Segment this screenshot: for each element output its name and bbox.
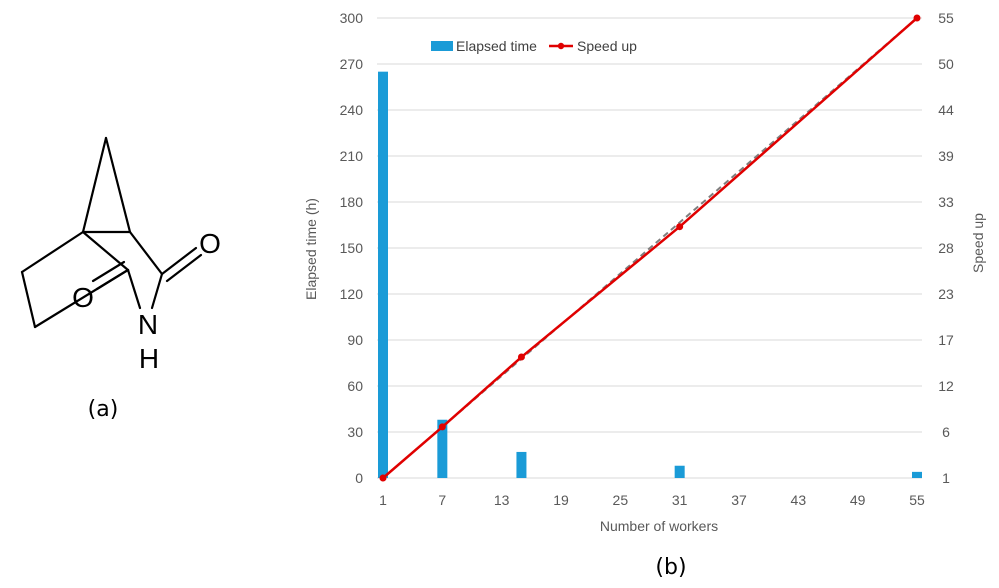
x-tick-label: 43 [791,492,807,508]
legend-speedup-label: Speed up [577,38,637,54]
atom-oxygen-top: O [199,228,221,259]
x-tick-label: 37 [731,492,747,508]
y-left-tick-label: 240 [340,102,364,118]
x-tick-label: 19 [553,492,569,508]
bond [126,268,142,310]
speedup-chart: 1 7 13 19 25 31 37 43 49 55 030609012015018021024… [303,10,986,534]
speedup-point-31 [676,223,684,231]
bond [20,230,85,274]
trendline [382,17,918,479]
y-right-tick-label: 28 [938,240,954,256]
bond [160,246,198,276]
legend-elapsed-label: Elapsed time [456,38,537,54]
speedup-point-1 [379,474,387,482]
y-left-tick-label: 210 [340,148,364,164]
y-left-tick-label: 150 [340,240,364,256]
legend-elapsed-swatch [431,41,453,51]
bar-elapsed-1 [378,71,388,479]
y-right-axis-ticks: 1 6 12 17 23 28 33 39 44 50 55 [938,10,954,486]
speedup-point-55 [913,14,921,22]
atom-nitrogen: N [138,309,158,340]
y-left-tick-label: 0 [355,470,363,486]
x-tick-label: 49 [850,492,866,508]
bond [128,230,164,276]
speedup-point-7 [438,423,446,431]
speedup-point-15 [517,353,525,361]
panel-b-label: (b) [655,555,686,580]
bars [378,71,922,479]
legend-speedup-marker [557,42,565,50]
bond [91,260,126,283]
speedup-line [379,14,921,482]
y-right-tick-label: 44 [938,102,954,118]
x-axis-ticks: 1 7 13 19 25 31 37 43 49 55 [379,492,925,508]
atom-oxygen-left: O [72,282,94,313]
x-tick-label: 25 [613,492,629,508]
x-tick-label: 55 [909,492,925,508]
x-tick-label: 13 [494,492,510,508]
bond [150,272,164,310]
y-right-tick-label: 6 [942,424,950,440]
x-axis-title: Number of workers [600,518,718,534]
x-tick-label: 31 [672,492,688,508]
bar-elapsed-15 [516,451,527,478]
atom-hydrogen: H [139,343,159,374]
bar-elapsed-31 [674,465,685,478]
y-right-tick-label: 50 [938,56,954,72]
bond [104,136,132,234]
y-left-axis-title: Elapsed time (h) [303,198,319,300]
y-left-tick-label: 120 [340,286,364,302]
legend: Elapsed time Speed up [431,38,637,54]
y-left-axis-ticks: 0 30 60 90 120 150 180 210 240 270 300 [340,10,364,486]
y-right-axis-title: Speed up [970,213,986,273]
bond [95,268,130,291]
y-right-tick-label: 1 [942,470,950,486]
x-tick-label: 7 [438,492,446,508]
y-left-tick-label: 270 [340,56,364,72]
y-right-tick-label: 39 [938,148,954,164]
x-tick-label: 1 [379,492,387,508]
y-left-tick-label: 60 [347,378,363,394]
y-left-tick-label: 90 [347,332,363,348]
bond [165,253,203,283]
y-right-tick-label: 23 [938,286,954,302]
bar-elapsed-55 [912,471,922,478]
molecule-structure [20,136,203,329]
bond [81,136,108,234]
y-left-tick-label: 300 [340,10,364,26]
y-right-tick-label: 33 [938,194,954,210]
gridlines [377,17,922,479]
y-right-tick-label: 12 [938,378,954,394]
y-left-tick-label: 30 [347,424,363,440]
y-right-tick-label: 55 [938,10,954,26]
trendline-path [382,17,918,479]
panel-a-label: (a) [88,397,119,422]
y-right-tick-label: 17 [938,332,954,348]
bond [20,270,37,329]
y-left-tick-label: 180 [340,194,364,210]
bar-elapsed-7 [437,419,448,478]
